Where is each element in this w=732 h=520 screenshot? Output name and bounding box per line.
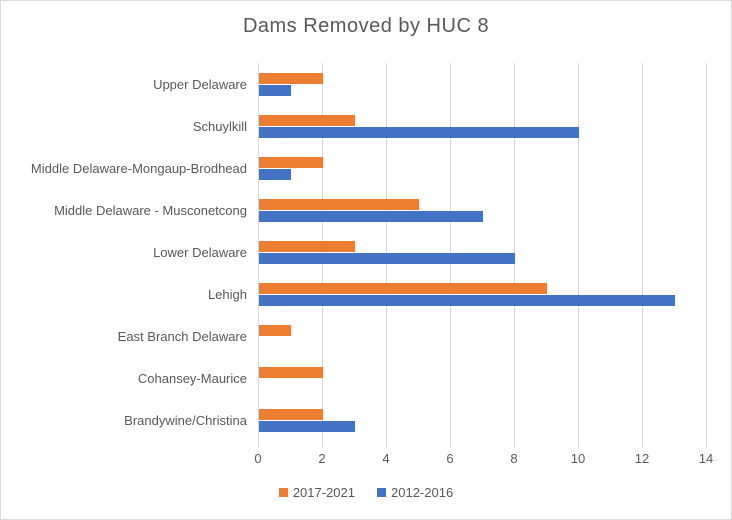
legend: 2017-2021 2012-2016 — [1, 485, 731, 500]
gridline — [514, 63, 515, 441]
axis-tick — [706, 441, 707, 447]
gridline — [450, 63, 451, 441]
x-axis-label: 8 — [510, 451, 518, 466]
gridline — [642, 63, 643, 441]
bar-2017-2021 — [259, 156, 323, 168]
x-axis-label: 0 — [254, 451, 262, 466]
legend-label: 2012-2016 — [391, 485, 454, 500]
x-axis-label: 14 — [698, 451, 714, 466]
category-label: Middle Delaware - Musconetcong — [54, 202, 247, 218]
category-label: Middle Delaware-Mongaup-Brodhead — [30, 160, 247, 176]
bar-2017-2021 — [259, 240, 355, 252]
gridline — [322, 63, 323, 441]
category-label: Brandywine/Christina — [124, 412, 247, 428]
legend-item: 2017-2021 — [278, 485, 355, 500]
legend-item: 2012-2016 — [377, 485, 453, 500]
category-label: Lower Delaware — [153, 244, 247, 260]
axis-tick — [258, 441, 259, 447]
bar-2017-2021 — [259, 282, 547, 294]
gridline — [578, 63, 579, 441]
gridline — [258, 63, 259, 441]
bar-2017-2021 — [259, 198, 419, 210]
category-label: Cohansey-Maurice — [137, 370, 247, 386]
bar-2017-2021 — [259, 72, 323, 84]
bar-2017-2021 — [259, 366, 323, 378]
bar-2012-2016 — [259, 294, 675, 306]
x-axis-label: 4 — [382, 451, 390, 466]
category-axis: Upper Delaware Schuylkill Middle Delaware-… — [1, 63, 247, 441]
bar-2017-2021 — [259, 114, 355, 126]
axis-tick — [642, 441, 643, 447]
axis-tick — [514, 441, 515, 447]
axis-tick — [578, 441, 579, 447]
axis-tick — [386, 441, 387, 447]
legend-label: 2017-2021 — [292, 485, 355, 500]
category-label: Lehigh — [207, 286, 247, 302]
axis-tick — [450, 441, 451, 447]
x-axis-label: 6 — [446, 451, 454, 466]
gridline — [386, 63, 387, 441]
bar-2017-2021 — [259, 324, 291, 336]
bar-2017-2021 — [259, 408, 323, 420]
x-axis-label: 12 — [634, 451, 650, 466]
category-label: East Branch Delaware — [117, 328, 247, 344]
bar-2012-2016 — [259, 168, 291, 180]
legend-swatch-icon — [377, 488, 386, 497]
axis-tick — [322, 441, 323, 447]
bar-2012-2016 — [259, 420, 355, 432]
plot-area — [258, 63, 707, 447]
legend-swatch-icon — [278, 488, 288, 497]
bar-2012-2016 — [259, 210, 483, 222]
bar-2012-2016 — [259, 126, 579, 138]
x-axis-label: 2 — [318, 451, 326, 466]
gridline — [706, 63, 707, 441]
category-label: Upper Delaware — [153, 76, 247, 92]
chart-title: Dams Removed by HUC 8 — [242, 15, 490, 37]
bar-2012-2016 — [259, 252, 515, 264]
x-axis-label: 10 — [570, 451, 586, 466]
category-label: Schuylkill — [192, 118, 247, 134]
bar-2012-2016 — [259, 84, 291, 96]
